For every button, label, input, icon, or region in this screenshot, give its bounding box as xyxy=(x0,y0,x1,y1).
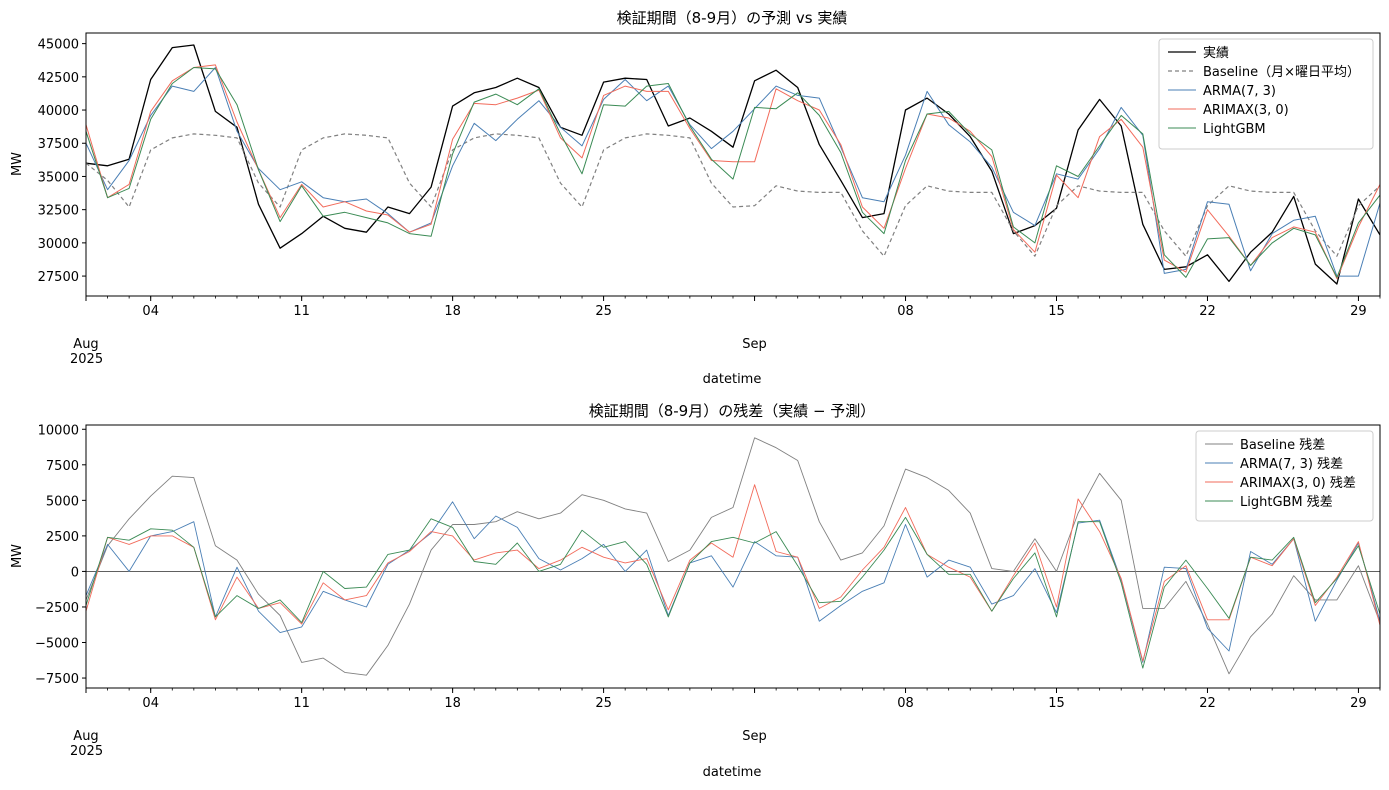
x-tick-label: 29 xyxy=(1350,696,1367,711)
legend: 実績 Baseline（月×曜日平均） ARMA(7, 3) ARIMAX(3, 0)… xyxy=(1158,38,1374,150)
x-month-label: Sep xyxy=(742,729,767,744)
legend-label: Baseline（月×曜日平均） xyxy=(1203,65,1360,80)
x-tick-label: 15 xyxy=(1048,304,1065,319)
y-axis-label: MW xyxy=(10,544,25,568)
series-line xyxy=(85,64,1381,280)
x-axis-label: datetime xyxy=(703,372,762,387)
y-tick-label: 37500 xyxy=(38,137,79,152)
series-line xyxy=(85,484,1381,662)
x-year-label: 2025 xyxy=(70,744,103,759)
x-tick-label: 25 xyxy=(595,696,612,711)
legend: Baseline 残差 ARMA(7, 3) 残差 ARIMAX(3, 0) 残差 L… xyxy=(1195,430,1374,522)
legend-label: ARIMAX(3, 0) 残差 xyxy=(1240,476,1356,491)
y-tick-label: −7500 xyxy=(35,672,79,687)
legend-label: ARMA(7, 3) xyxy=(1203,84,1276,99)
y-tick-label: 7500 xyxy=(46,459,79,474)
series-line xyxy=(85,516,1381,669)
x-tick-label: 22 xyxy=(1199,304,1216,319)
chart-title: 検証期間（8-9月）の予測 vs 実績 xyxy=(617,9,848,27)
chart-title: 検証期間（8-9月）の残差（実績 − 予測） xyxy=(589,402,876,420)
y-tick-label: 35000 xyxy=(38,170,79,185)
axis-ticks: 27500 30000 32500 35000 37500 40000 42500 45000… xyxy=(38,38,1381,367)
y-tick-label: 27500 xyxy=(38,270,79,285)
plot-frame xyxy=(85,424,1381,689)
series-line xyxy=(85,44,1381,285)
x-tick-label: 08 xyxy=(897,304,914,319)
x-tick-label: 04 xyxy=(142,696,159,711)
x-tick-label: 04 xyxy=(142,304,159,319)
residual-chart: 検証期間（8-9月）の残差（実績 − 予測） MW datetime −7500… xyxy=(10,402,1381,780)
x-tick-label: 18 xyxy=(444,304,461,319)
x-year-label: 2025 xyxy=(70,352,103,367)
forecast-chart: 検証期間（8-9月）の予測 vs 実績 MW datetime 27500 300… xyxy=(10,9,1381,387)
y-tick-label: 45000 xyxy=(38,38,79,53)
y-tick-label: −5000 xyxy=(35,637,79,652)
axis-ticks: −7500 −5000 −2500 0 2500 5000 7500 10000 04 11 18 2… xyxy=(35,423,1381,759)
legend-label: LightGBM xyxy=(1203,122,1266,137)
legend-label: ARMA(7, 3) 残差 xyxy=(1240,457,1343,472)
x-month-label: Aug xyxy=(73,337,98,352)
legend-label: 実績 xyxy=(1203,45,1229,61)
legend-label: ARIMAX(3, 0) xyxy=(1203,103,1289,118)
legend-box xyxy=(1158,38,1374,150)
x-month-label: Aug xyxy=(73,729,98,744)
series-line xyxy=(85,67,1381,277)
x-tick-label: 29 xyxy=(1350,304,1367,319)
series-line xyxy=(85,133,1381,257)
y-tick-label: 2500 xyxy=(46,530,79,545)
y-tick-label: 32500 xyxy=(38,204,79,219)
y-tick-label: 42500 xyxy=(38,71,79,86)
x-tick-label: 18 xyxy=(444,696,461,711)
y-tick-label: 0 xyxy=(71,565,79,580)
x-tick-label: 25 xyxy=(595,304,612,319)
legend-box xyxy=(1195,430,1374,522)
x-axis-label: datetime xyxy=(703,765,762,780)
series-line xyxy=(85,437,1381,676)
series-line xyxy=(85,67,1381,278)
y-tick-label: 5000 xyxy=(46,494,79,509)
y-tick-label: 10000 xyxy=(38,423,79,438)
series-line xyxy=(85,501,1381,663)
legend-label: Baseline 残差 xyxy=(1240,438,1325,453)
plot-frame xyxy=(85,32,1381,297)
series-lines xyxy=(85,437,1381,676)
legend-label: LightGBM 残差 xyxy=(1240,495,1333,510)
x-tick-label: 22 xyxy=(1199,696,1216,711)
y-axis-label: MW xyxy=(10,152,25,176)
series-lines xyxy=(85,44,1381,285)
y-tick-label: 30000 xyxy=(38,237,79,252)
x-tick-label: 11 xyxy=(293,696,310,711)
x-month-label: Sep xyxy=(742,337,767,352)
x-tick-label: 15 xyxy=(1048,696,1065,711)
x-tick-label: 11 xyxy=(293,304,310,319)
x-tick-label: 08 xyxy=(897,696,914,711)
y-tick-label: 40000 xyxy=(38,104,79,119)
y-tick-label: −2500 xyxy=(35,601,79,616)
